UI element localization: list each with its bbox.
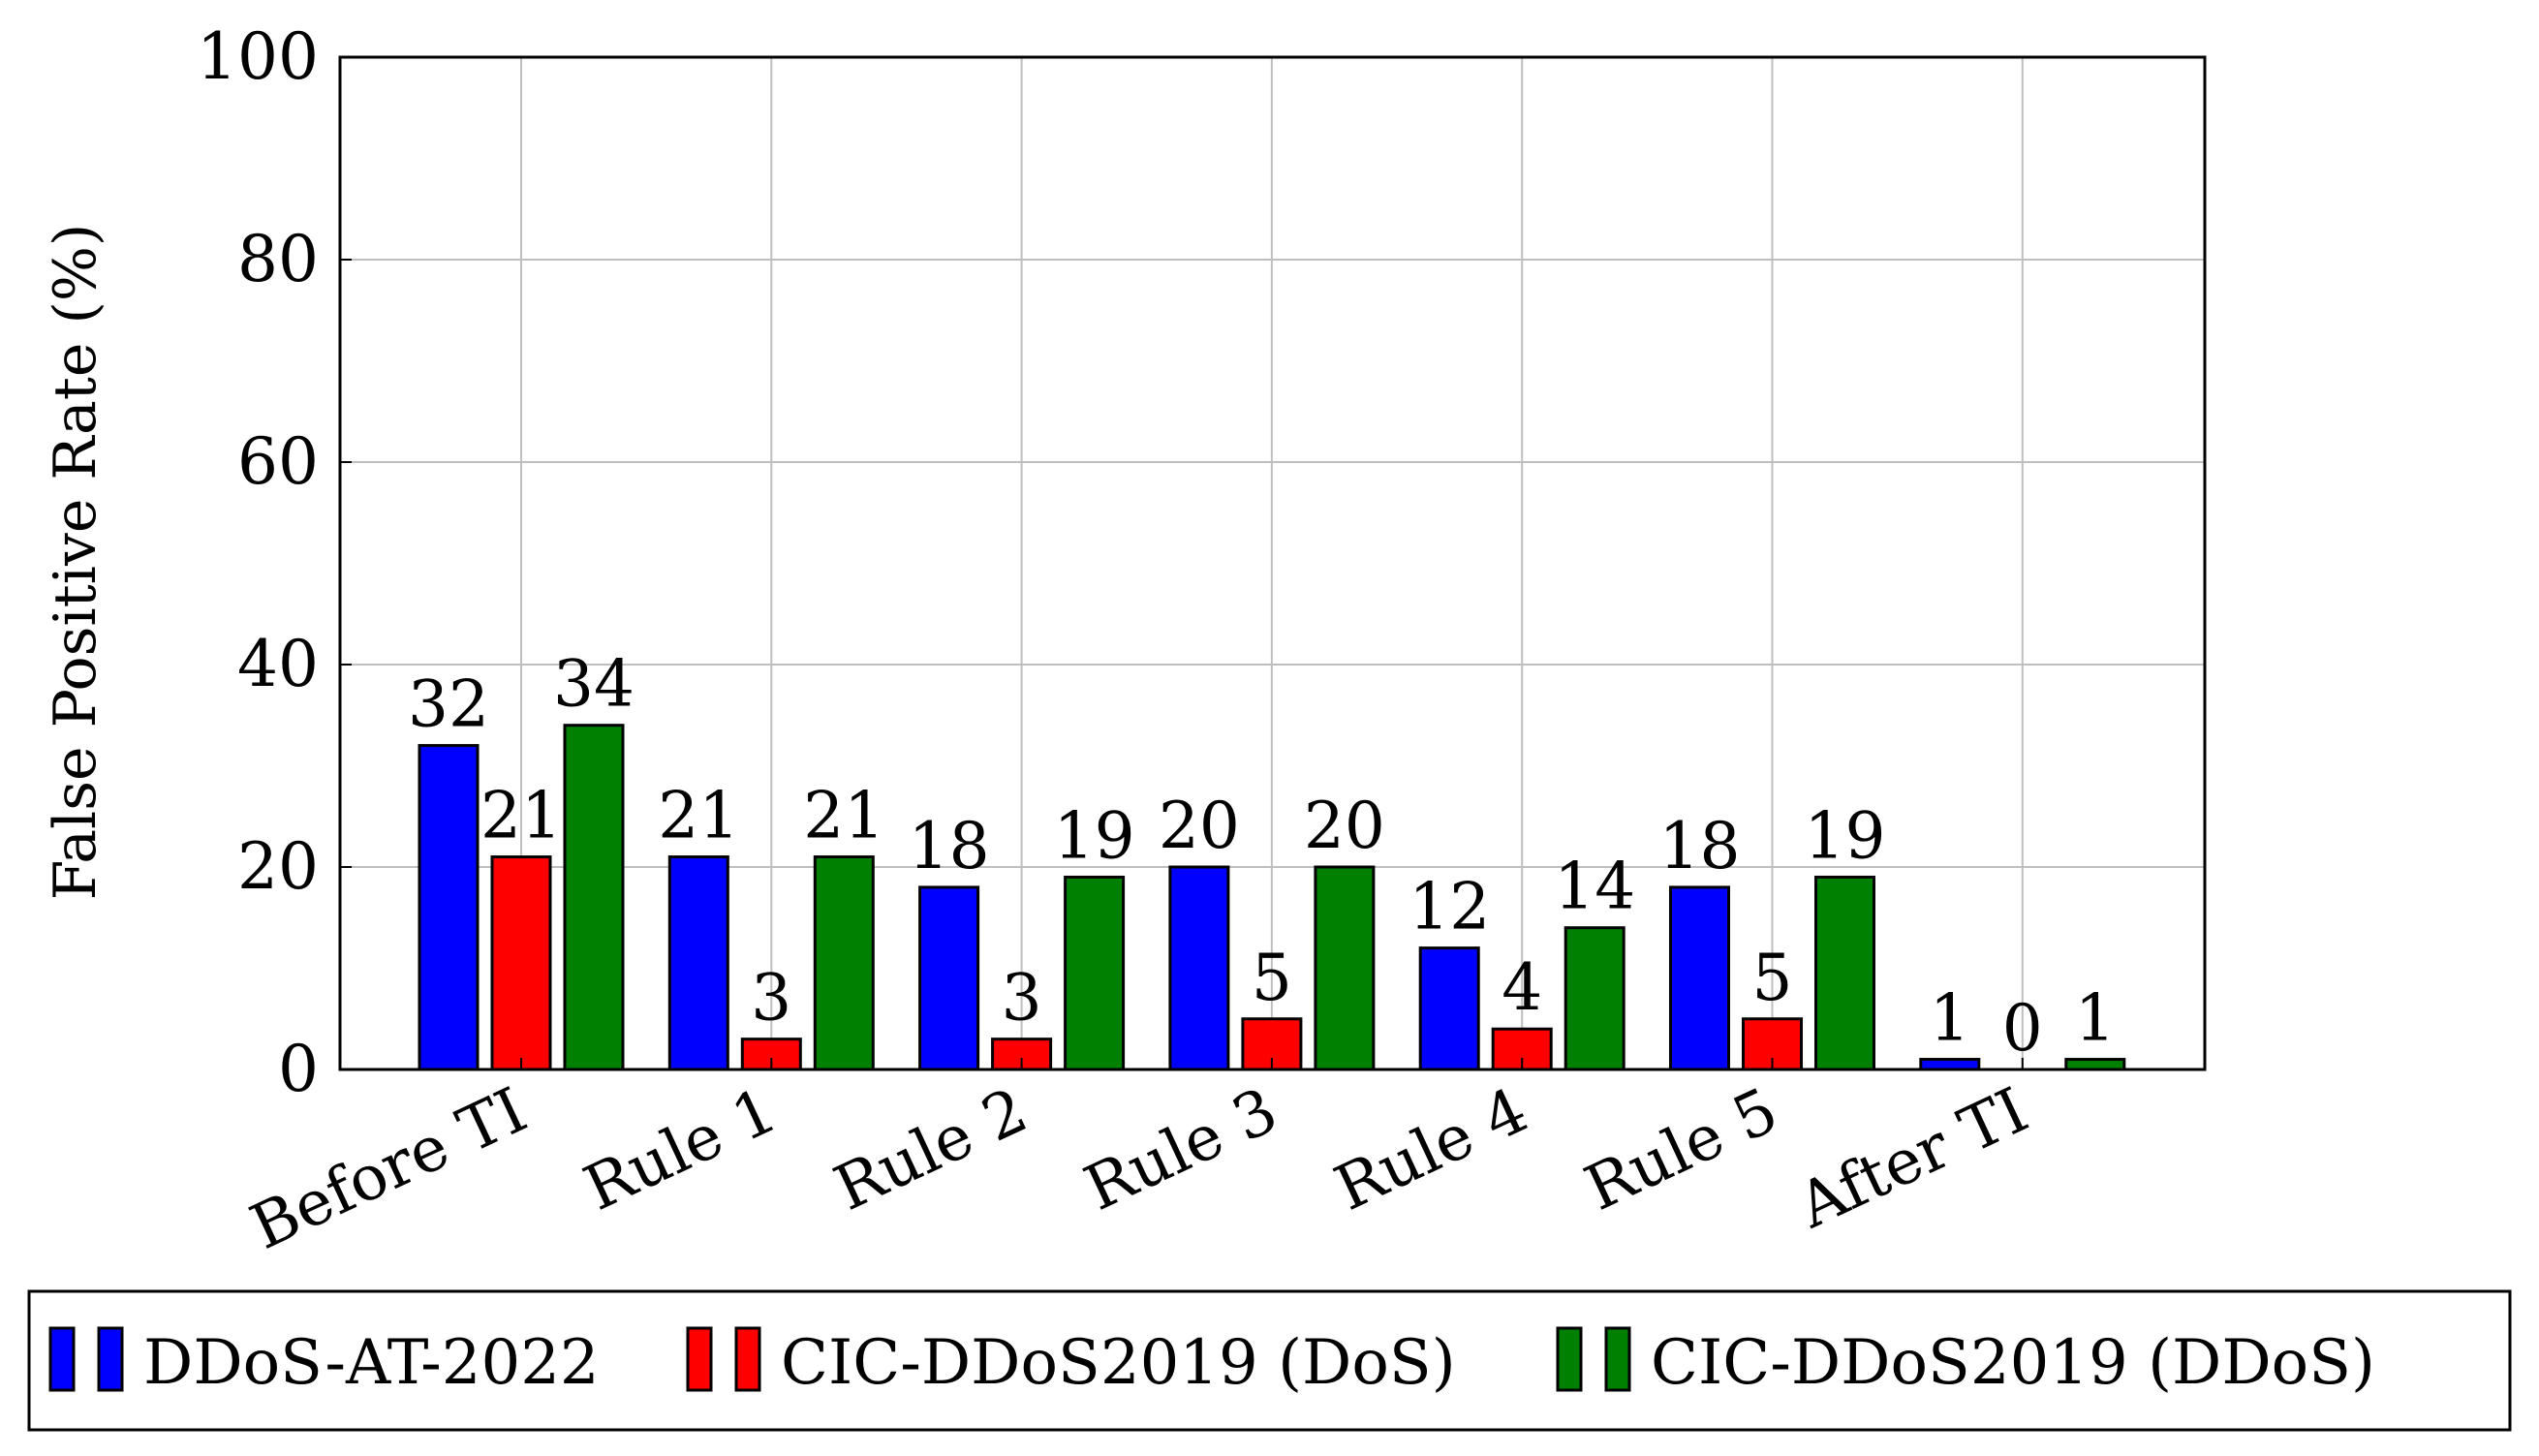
bar-value-label: 18: [909, 809, 990, 883]
legend-swatch: [48, 1326, 76, 1392]
bar-value-label: 0: [2002, 991, 2043, 1066]
bar: [490, 855, 552, 1071]
x-tick-label: Rule 3: [1074, 1074, 1288, 1224]
bar-value-label: 1: [2075, 981, 2116, 1056]
bar-value-label: 3: [1002, 961, 1042, 1036]
y-tick-label: 100: [197, 19, 319, 94]
x-tick-label: After TI: [1787, 1074, 2039, 1243]
legend-entry: CIC-DDoS2019 (DoS): [686, 1326, 1456, 1399]
legend-swatch: [686, 1326, 713, 1392]
bar-value-label: 21: [658, 779, 739, 853]
bar-value-label: 20: [1159, 789, 1240, 863]
x-tick-label: Rule 2: [824, 1074, 1038, 1224]
bar: [1919, 1058, 1981, 1071]
y-tick-label: 80: [237, 222, 319, 296]
y-tick-label: 20: [237, 829, 319, 904]
x-tick-label: Rule 5: [1575, 1074, 1789, 1224]
bar: [1814, 875, 1875, 1071]
bar-value-label: 18: [1659, 809, 1741, 883]
legend-box: [27, 1289, 2512, 1432]
bar-value-label: 21: [480, 779, 562, 853]
legend-swatch: [97, 1326, 124, 1392]
bar: [667, 855, 729, 1071]
bar-value-label: 4: [1502, 950, 1542, 1025]
bar-value-label: 34: [553, 647, 635, 722]
bar-value-label: 12: [1409, 870, 1490, 945]
bar-value-label: 19: [1805, 798, 1886, 873]
bar: [918, 885, 980, 1071]
bar: [813, 855, 875, 1071]
legend: DDoS-AT-2022 CIC-DDoS2019 (DoS) CIC-DDoS20…: [27, 1289, 2512, 1432]
y-tick-label: 0: [278, 1032, 319, 1106]
x-tick-label: Rule 4: [1324, 1074, 1538, 1224]
legend-swatch: [1556, 1326, 1583, 1392]
bar: [1669, 885, 1730, 1071]
bars-layer: [418, 724, 2126, 1071]
y-axis-ticks: 0 20 40 60 80 100: [197, 19, 352, 1106]
bar-value-label: 14: [1554, 850, 1635, 924]
bar-value-label: 21: [803, 779, 884, 853]
bar: [1314, 865, 1376, 1071]
legend-swatch: [1604, 1326, 1631, 1392]
y-tick-label: 40: [237, 627, 319, 701]
bar: [1564, 926, 1626, 1071]
legend-entry: CIC-DDoS2019 (DDoS): [1556, 1326, 2375, 1399]
x-tick-label: Rule 1: [574, 1074, 789, 1224]
legend-label: DDoS-AT-2022: [143, 1327, 600, 1399]
y-tick-label: 60: [237, 424, 319, 499]
bar-value-label: 3: [751, 961, 791, 1036]
legend-label: CIC-DDoS2019 (DDoS): [1651, 1327, 2375, 1399]
bar-value-label: 32: [408, 667, 489, 742]
bar-value-label: 5: [1252, 941, 1292, 1015]
value-labels-layer: 32 21 18 20 12 18 1 21 3 3 5 4 5 0 34 21 19 20 14 19 1: [408, 647, 2116, 1066]
bar-value-label: 20: [1304, 789, 1385, 863]
legend-swatch: [734, 1326, 761, 1392]
y-axis-label: False Positive Rate (%): [42, 224, 109, 901]
bar: [1168, 865, 1230, 1071]
bar: [563, 724, 625, 1071]
bar: [418, 744, 480, 1071]
bar-value-label: 1: [1930, 981, 1970, 1056]
bar-value-label: 19: [1054, 798, 1135, 873]
legend-entry: DDoS-AT-2022: [48, 1326, 600, 1399]
bar: [1418, 946, 1480, 1071]
bar: [2064, 1058, 2126, 1071]
bar: [1064, 875, 1126, 1071]
legend-label: CIC-DDoS2019 (DoS): [781, 1327, 1456, 1399]
bar-value-label: 5: [1752, 941, 1793, 1015]
